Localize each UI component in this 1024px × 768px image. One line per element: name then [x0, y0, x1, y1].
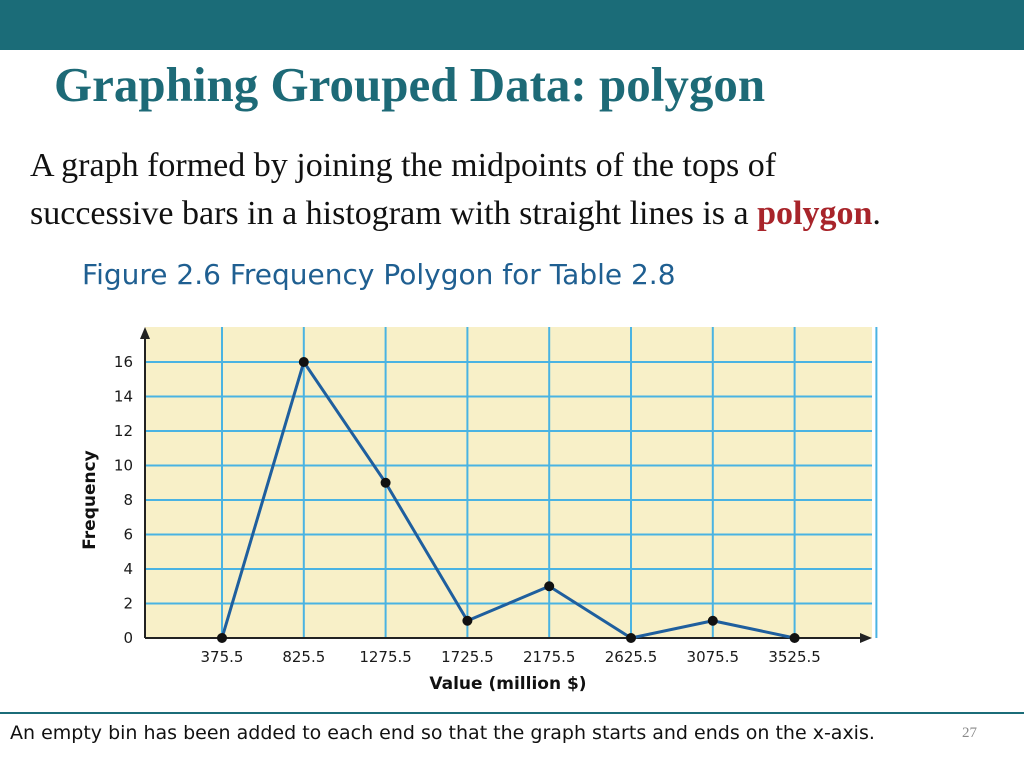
data-point — [626, 633, 636, 643]
plot-area — [145, 327, 872, 638]
header-bar — [0, 0, 1024, 50]
y-axis-arrow — [140, 327, 150, 339]
definition-period: . — [872, 195, 881, 232]
page-number: 27 — [962, 725, 977, 741]
figure-caption: Figure 2.6 Frequency Polygon for Table 2… — [82, 258, 676, 291]
frequency-polygon-line — [220, 360, 795, 640]
x-tick-label: 1275.5 — [359, 648, 412, 666]
x-tick-label: 375.5 — [201, 648, 244, 666]
y-tick-label: 16 — [114, 353, 133, 371]
x-axis-title: Value (million $) — [429, 674, 586, 694]
data-point — [217, 633, 227, 643]
key-term-polygon: polygon — [757, 195, 873, 232]
data-point — [462, 615, 473, 626]
data-point — [789, 633, 800, 643]
y-tick-label: 12 — [114, 422, 133, 440]
x-tick-label: 2175.5 — [523, 648, 576, 666]
y-tick-label: 4 — [123, 560, 133, 578]
x-tick-label: 2625.5 — [605, 648, 658, 666]
definition-line-1: A graph formed by joining the midpoints … — [30, 147, 777, 184]
slide-title: Graphing Grouped Data: polygon — [54, 57, 766, 112]
y-tick-label: 2 — [123, 595, 133, 613]
data-point — [707, 615, 718, 626]
x-tick-label: 1725.5 — [441, 648, 494, 666]
x-tick-label: 3525.5 — [768, 648, 821, 666]
y-tick-label: 10 — [114, 457, 133, 475]
y-tick-label: 6 — [123, 526, 133, 544]
data-point — [380, 477, 391, 488]
y-tick-label: 8 — [123, 491, 133, 509]
data-point — [298, 357, 309, 367]
y-tick-label: 14 — [114, 388, 133, 406]
data-point — [544, 581, 555, 592]
x-axis-arrow — [860, 633, 872, 643]
x-tick-label: 825.5 — [282, 648, 325, 666]
y-axis-title: Frequency — [80, 450, 100, 550]
x-tick-label: 3075.5 — [687, 648, 740, 666]
definition-text: A graph formed by joining the midpoints … — [30, 142, 1024, 238]
footer-note: An empty bin has been added to each end … — [10, 722, 875, 744]
footer-divider — [0, 712, 1024, 714]
definition-line-2: successive bars in a histogram with stra… — [30, 195, 758, 232]
y-tick-label: 0 — [123, 629, 133, 647]
